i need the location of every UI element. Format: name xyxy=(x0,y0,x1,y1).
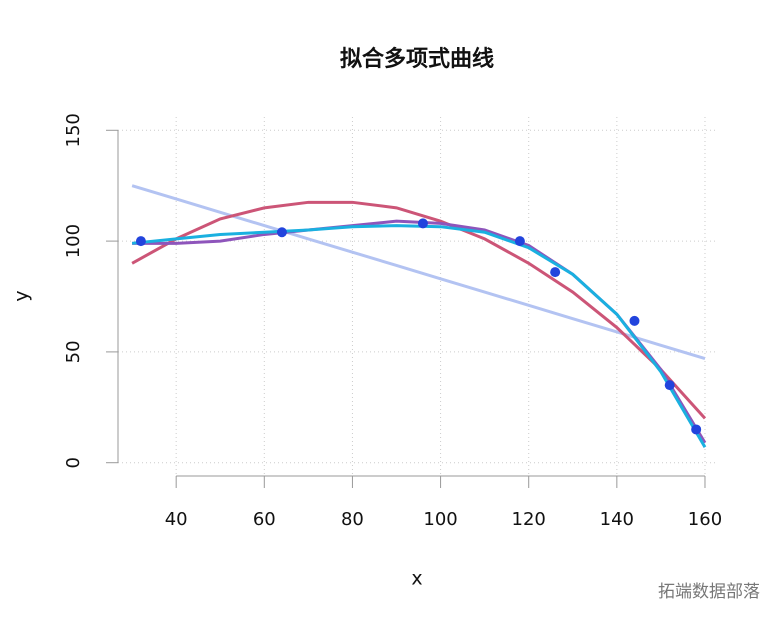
x-tick-label: 160 xyxy=(688,509,722,530)
data-point xyxy=(691,424,702,435)
fit-curve xyxy=(131,184,706,360)
data-point xyxy=(276,227,287,238)
x-tick-label: 80 xyxy=(341,509,364,530)
data-point xyxy=(629,315,640,326)
data-point xyxy=(664,380,675,391)
x-tick-label: 40 xyxy=(165,509,188,530)
x-tick-label: 120 xyxy=(512,509,546,530)
y-tick-label: 150 xyxy=(63,113,84,147)
fit-curve xyxy=(131,200,707,420)
watermark: 拓端数据部落 xyxy=(658,582,760,602)
y-axis-label: y xyxy=(11,290,33,301)
data-point xyxy=(135,236,146,247)
data-point xyxy=(514,236,525,247)
data-point xyxy=(550,267,561,278)
data-point xyxy=(417,218,428,229)
chart-title: 拟合多项式曲线 xyxy=(340,46,494,72)
y-tick-label: 0 xyxy=(63,457,84,468)
x-tick-label: 60 xyxy=(253,509,276,530)
x-axis-label: x xyxy=(411,568,422,590)
y-tick-label: 50 xyxy=(63,340,84,363)
x-tick-label: 140 xyxy=(600,509,634,530)
y-tick-label: 100 xyxy=(63,224,84,258)
fit-curve xyxy=(131,224,707,448)
x-tick-label: 100 xyxy=(423,509,457,530)
